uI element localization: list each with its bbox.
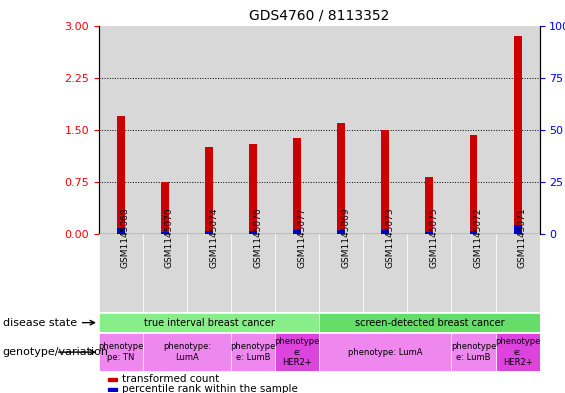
Bar bbox=[275, 26, 319, 234]
Bar bbox=[143, 26, 187, 234]
Bar bbox=[99, 26, 143, 234]
Bar bbox=[319, 26, 363, 234]
Bar bbox=[451, 333, 496, 371]
Bar bbox=[451, 26, 496, 234]
Text: phenotype:
LumA: phenotype: LumA bbox=[163, 342, 211, 362]
Bar bbox=[470, 135, 477, 234]
Bar bbox=[205, 147, 213, 234]
Text: phenotype
e: LumB: phenotype e: LumB bbox=[451, 342, 496, 362]
Text: GSM1145068: GSM1145068 bbox=[121, 208, 130, 268]
Bar bbox=[451, 234, 496, 312]
Bar bbox=[293, 230, 301, 234]
Text: genotype/variation: genotype/variation bbox=[3, 347, 109, 357]
Bar bbox=[363, 234, 407, 312]
Text: GSM1145073: GSM1145073 bbox=[385, 208, 394, 268]
Bar bbox=[407, 26, 451, 234]
Text: screen-detected breast cancer: screen-detected breast cancer bbox=[355, 318, 504, 328]
Bar bbox=[514, 225, 521, 234]
Bar bbox=[451, 26, 496, 234]
Bar bbox=[425, 232, 433, 234]
Bar bbox=[187, 26, 231, 234]
Bar bbox=[231, 26, 275, 234]
Text: GSM1145076: GSM1145076 bbox=[253, 208, 262, 268]
Bar bbox=[143, 26, 187, 234]
Bar bbox=[407, 234, 451, 312]
Bar bbox=[275, 333, 319, 371]
Text: transformed count: transformed count bbox=[122, 375, 219, 384]
Bar bbox=[249, 231, 257, 234]
Bar bbox=[249, 143, 257, 234]
Bar bbox=[363, 26, 407, 234]
Bar bbox=[381, 130, 389, 234]
Text: percentile rank within the sample: percentile rank within the sample bbox=[122, 384, 298, 393]
Bar bbox=[108, 378, 118, 381]
Bar bbox=[496, 234, 540, 312]
Bar bbox=[337, 123, 345, 234]
Bar bbox=[275, 26, 319, 234]
Text: GSM1145072: GSM1145072 bbox=[473, 208, 483, 268]
Text: phenotype: LumA: phenotype: LumA bbox=[348, 348, 423, 356]
Bar bbox=[496, 26, 540, 234]
Bar bbox=[425, 177, 433, 234]
Text: phenotype
pe: TN: phenotype pe: TN bbox=[98, 342, 144, 362]
Text: GSM1145070: GSM1145070 bbox=[165, 208, 174, 268]
Bar bbox=[231, 26, 275, 234]
Bar bbox=[470, 231, 477, 234]
Bar bbox=[143, 333, 231, 371]
Text: phenotype
e:
HER2+: phenotype e: HER2+ bbox=[495, 337, 540, 367]
Bar bbox=[117, 116, 125, 234]
Bar bbox=[319, 313, 540, 332]
Bar bbox=[161, 232, 169, 234]
Bar bbox=[99, 313, 319, 332]
Text: GSM1145071: GSM1145071 bbox=[518, 208, 527, 268]
Bar bbox=[319, 26, 363, 234]
Bar bbox=[117, 228, 125, 234]
Bar bbox=[99, 234, 143, 312]
Bar bbox=[143, 234, 187, 312]
Bar bbox=[231, 234, 275, 312]
Bar bbox=[187, 26, 231, 234]
Bar bbox=[161, 182, 169, 234]
Bar bbox=[496, 333, 540, 371]
Text: GSM1145075: GSM1145075 bbox=[429, 208, 438, 268]
Text: phenotype
e:
HER2+: phenotype e: HER2+ bbox=[275, 337, 320, 367]
Bar bbox=[407, 26, 451, 234]
Text: phenotype
e: LumB: phenotype e: LumB bbox=[231, 342, 276, 362]
Bar bbox=[319, 333, 451, 371]
Bar bbox=[99, 26, 143, 234]
Bar bbox=[231, 333, 275, 371]
Bar bbox=[363, 26, 407, 234]
Bar bbox=[108, 388, 118, 391]
Bar bbox=[514, 36, 521, 234]
Bar bbox=[187, 234, 231, 312]
Bar bbox=[275, 234, 319, 312]
Bar bbox=[337, 230, 345, 234]
Bar bbox=[319, 234, 363, 312]
Title: GDS4760 / 8113352: GDS4760 / 8113352 bbox=[249, 9, 389, 23]
Text: disease state: disease state bbox=[3, 318, 94, 328]
Bar bbox=[99, 333, 143, 371]
Bar bbox=[496, 26, 540, 234]
Text: GSM1145069: GSM1145069 bbox=[341, 208, 350, 268]
Text: GSM1145074: GSM1145074 bbox=[209, 208, 218, 268]
Bar bbox=[381, 230, 389, 234]
Bar bbox=[293, 138, 301, 234]
Text: GSM1145077: GSM1145077 bbox=[297, 208, 306, 268]
Text: true interval breast cancer: true interval breast cancer bbox=[144, 318, 275, 328]
Bar bbox=[205, 231, 213, 234]
